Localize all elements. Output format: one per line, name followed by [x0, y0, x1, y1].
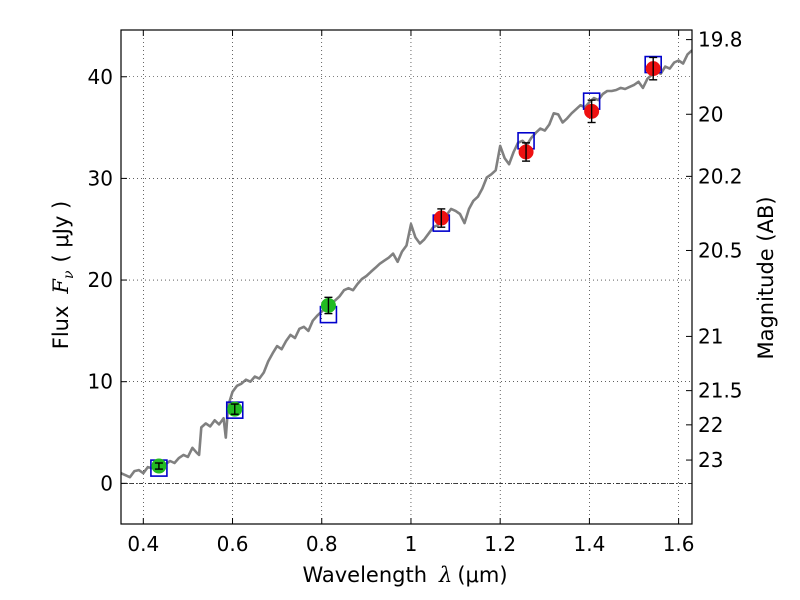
x-axis-label: Wavelength λ (μm)	[302, 563, 507, 587]
x-tick-label: 1.2	[484, 532, 516, 556]
x-tick-label: 1.6	[663, 532, 695, 556]
mag-tick-label: 19.8	[698, 28, 743, 52]
y-axis-label: FluxFν( μJy )	[49, 201, 77, 349]
x-tick-label: 0.4	[127, 532, 159, 556]
y-tick-label: 0	[100, 471, 113, 495]
axis-ticks: 0.4 0.6 0.8 1 1.2 1.4 1.6 0 10 20 30 40 19.8 20 20.2 20…	[88, 28, 743, 556]
y-tick-label: 30	[88, 166, 113, 190]
y-tick-label: 10	[88, 370, 113, 394]
mag-tick-label: 22	[698, 413, 723, 437]
spectrum-line	[121, 49, 692, 479]
x-tick-label: 1.4	[573, 532, 605, 556]
y-tick-label: 40	[88, 65, 113, 89]
mag-tick-label: 20.5	[698, 238, 743, 262]
x-tick-label: 0.6	[217, 532, 249, 556]
mag-tick-label: 21	[698, 324, 723, 348]
x-tick-label: 0.8	[306, 532, 338, 556]
plot-area	[121, 49, 692, 479]
y-tick-label: 20	[88, 268, 113, 292]
magnitude-axis-label: Magnitude (AB)	[754, 196, 778, 359]
mag-tick-label: 23	[698, 448, 723, 472]
mag-tick-label: 20.2	[698, 164, 743, 188]
x-tick-label: 1	[405, 532, 418, 556]
mag-tick-label: 20	[698, 102, 723, 126]
grid-lines	[121, 30, 692, 524]
mag-tick-label: 21.5	[698, 379, 743, 403]
plot-frame	[120, 29, 693, 525]
